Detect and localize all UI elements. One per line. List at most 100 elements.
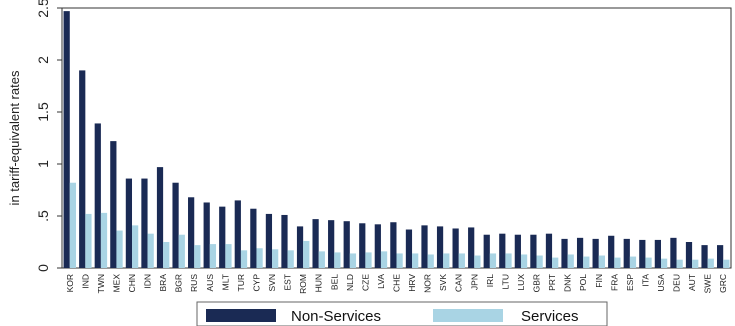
x-axis: KOR IND TWN MEX CHN IDN BRA BGR RUS AUS MLT TUR CYP S…: [65, 274, 728, 294]
plot-area: [61, 7, 732, 269]
x-tick-label: LVA: [376, 274, 386, 289]
bar-non-services: [639, 239, 646, 268]
bar-services: [303, 240, 310, 268]
bar-services: [505, 253, 512, 268]
bar-services: [287, 250, 294, 268]
bar-non-services: [203, 202, 210, 268]
bar-non-services: [296, 226, 304, 268]
bar-services: [489, 253, 497, 268]
bar-non-services: [188, 197, 195, 268]
y-tick-label: 0: [35, 264, 51, 272]
y-axis-title: in tariff-equivalent rates: [7, 70, 22, 205]
y-tick-label: 1.5: [35, 102, 51, 122]
x-tick-label: EST: [283, 274, 293, 291]
x-tick-label: AUT: [687, 274, 697, 291]
bar-services: [474, 255, 481, 268]
bar-services: [85, 213, 92, 268]
bar-services: [209, 244, 217, 268]
x-tick-label: NOR: [423, 274, 433, 293]
x-tick-label: JPN: [469, 274, 479, 290]
bar-non-services: [468, 227, 475, 268]
y-tick-label: 2: [35, 56, 51, 64]
legend-label-non-services: Non-Services: [291, 308, 381, 325]
bar-non-services: [234, 200, 241, 268]
x-tick-label: ROM: [298, 274, 308, 294]
bar-services: [692, 259, 699, 268]
bar-non-services: [499, 233, 506, 268]
bar-non-services: [545, 233, 553, 268]
x-tick-label: BRA: [158, 274, 168, 292]
bar-services: [69, 182, 77, 268]
bar-services: [707, 258, 714, 268]
bar-non-services: [94, 123, 101, 268]
legend-swatch-non-services: [206, 309, 276, 322]
legend-label-services: Services: [521, 308, 579, 325]
bar-non-services: [436, 226, 444, 268]
bar-non-services: [530, 234, 537, 268]
bar-non-services: [265, 213, 273, 268]
bar-non-services: [281, 214, 288, 268]
bar-services: [552, 257, 559, 268]
bar-services: [645, 257, 652, 268]
x-tick-label: IDN: [143, 274, 153, 289]
x-tick-label: KOR: [65, 274, 75, 292]
x-tick-label: ITA: [640, 274, 650, 287]
x-tick-label: SWE: [703, 274, 713, 294]
x-tick-label: NLD: [345, 274, 355, 291]
bar-non-services: [452, 228, 459, 268]
bar-non-services: [328, 220, 335, 268]
bar-non-services: [359, 223, 366, 268]
x-tick-label: GBR: [532, 274, 542, 292]
bar-non-services: [405, 229, 413, 268]
bar-non-services: [250, 208, 257, 268]
bar-services: [629, 256, 637, 268]
x-tick-label: CHN: [127, 274, 137, 292]
bar-services: [598, 255, 605, 268]
bar-services: [443, 253, 450, 268]
bar-non-services: [110, 141, 117, 268]
bar-services: [178, 234, 185, 268]
bar-services: [349, 253, 357, 268]
bar-services: [396, 253, 403, 268]
bar-non-services: [141, 178, 148, 268]
y-tick-label: 2.5: [35, 0, 51, 18]
bar-services: [240, 250, 248, 268]
bar-services: [380, 251, 388, 268]
x-tick-label: SVK: [438, 274, 448, 291]
bar-services: [318, 251, 325, 268]
bar-services: [100, 212, 108, 268]
bar-non-services: [172, 182, 179, 268]
x-tick-label: POL: [578, 274, 588, 291]
x-tick-label: IND: [80, 274, 90, 289]
y-tick-label: .5: [35, 210, 51, 222]
x-tick-label: LTU: [500, 274, 510, 289]
bar-non-services: [63, 11, 70, 269]
x-tick-label: CAN: [454, 274, 464, 292]
legend: Non-Services Services: [196, 301, 608, 326]
bar-non-services: [576, 237, 584, 268]
x-tick-label: GRC: [718, 274, 728, 293]
x-tick-label: AUS: [205, 274, 215, 292]
y-tick-label: 1: [35, 160, 51, 168]
bar-non-services: [156, 167, 164, 268]
bar-non-services: [514, 234, 521, 268]
bar-services: [132, 225, 139, 268]
x-tick-label: CHE: [392, 274, 402, 292]
bar-services: [583, 256, 590, 268]
x-tick-label: LUX: [516, 274, 526, 291]
bar-services: [536, 255, 543, 268]
bar-services: [334, 252, 341, 268]
bar-services: [412, 253, 419, 268]
x-tick-label: MLT: [220, 274, 230, 290]
bar-services: [676, 259, 683, 268]
bar-non-services: [608, 235, 615, 268]
bar-non-services: [421, 225, 428, 268]
bar-services: [116, 230, 123, 268]
bar-non-services: [592, 238, 599, 268]
bar-services: [256, 248, 263, 268]
bar-non-services: [716, 245, 724, 268]
bar-non-services: [312, 219, 319, 268]
bar-services: [427, 254, 434, 268]
legend-swatch-services: [433, 309, 503, 322]
